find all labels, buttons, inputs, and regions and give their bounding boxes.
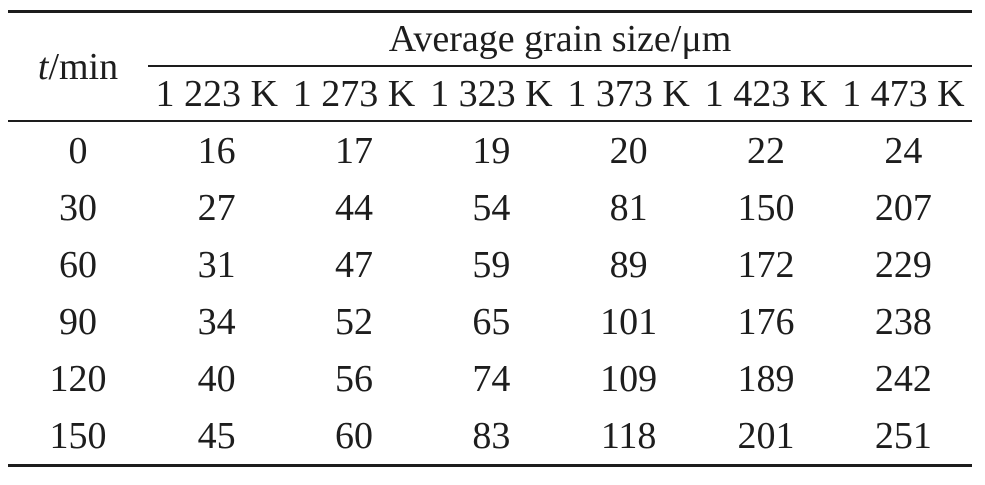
table-row-t120: 120 40 56 74 109 189 242 [8,350,972,407]
value-cell: 238 [874,300,932,343]
value-cell: 60 [334,414,373,457]
col-header-1323k: 1 323 K [422,66,560,122]
time-cell: 120 [49,357,107,400]
table-row-t90: 90 34 52 65 101 176 238 [8,293,972,350]
time-cell: 150 [49,414,107,457]
grain-size-table: t/min Average grain size/μm 1 223 K 1 27… [8,10,972,467]
header-row-temperatures: 1 223 K 1 273 K 1 323 K 1 373 K 1 423 K … [8,66,972,122]
value-cell: 150 [737,186,795,229]
value-cell: 118 [600,414,657,457]
value-cell: 189 [737,357,795,400]
time-cell: 0 [68,129,88,172]
time-symbol: t [37,45,49,88]
value-cell: 229 [874,243,932,286]
value-cell: 16 [197,129,236,172]
value-cell: 207 [874,186,932,229]
col-header-1273k: 1 273 K [285,66,423,122]
col-header-1423k: 1 423 K [697,66,835,122]
header-row-group: t/min Average grain size/μm [8,11,972,122]
time-axis-header: t/min [8,11,148,122]
value-cell: 89 [609,243,648,286]
value-cell: 19 [472,129,511,172]
value-cell: 74 [472,357,511,400]
value-cell: 59 [472,243,511,286]
value-cell: 56 [334,357,373,400]
table-row-t150: 150 45 60 83 118 201 251 [8,407,972,466]
value-cell: 109 [600,357,658,400]
value-cell: 47 [334,243,373,286]
value-cell: 54 [472,186,511,229]
col-header-1223k: 1 223 K [148,66,286,122]
time-unit: /min [48,45,119,88]
value-cell: 17 [334,129,373,172]
table-row-t30: 30 27 44 54 81 150 207 [8,179,972,236]
value-cell: 44 [334,186,373,229]
value-cell: 81 [609,186,648,229]
table-row-t0: 0 16 17 19 20 22 24 [8,121,972,179]
value-cell: 101 [600,300,658,343]
value-cell: 176 [737,300,795,343]
grain-size-group-header: Average grain size/μm [148,11,972,67]
value-cell: 45 [197,414,236,457]
col-header-1373k: 1 373 K [559,66,698,122]
value-cell: 201 [737,414,795,457]
value-cell: 27 [197,186,236,229]
value-cell: 24 [884,129,923,172]
value-cell: 251 [874,414,932,457]
value-cell: 34 [197,300,236,343]
value-cell: 83 [472,414,511,457]
value-cell: 40 [197,357,236,400]
value-cell: 20 [609,129,648,172]
time-cell: 60 [59,243,97,286]
value-cell: 172 [737,243,795,286]
table-row-t60: 60 31 47 59 89 172 229 [8,236,972,293]
value-cell: 242 [874,357,932,400]
time-cell: 30 [59,186,97,229]
value-cell: 31 [197,243,236,286]
value-cell: 52 [334,300,373,343]
time-cell: 90 [59,300,97,343]
col-header-1473k: 1 473 K [834,66,972,122]
value-cell: 65 [472,300,511,343]
value-cell: 22 [746,129,785,172]
